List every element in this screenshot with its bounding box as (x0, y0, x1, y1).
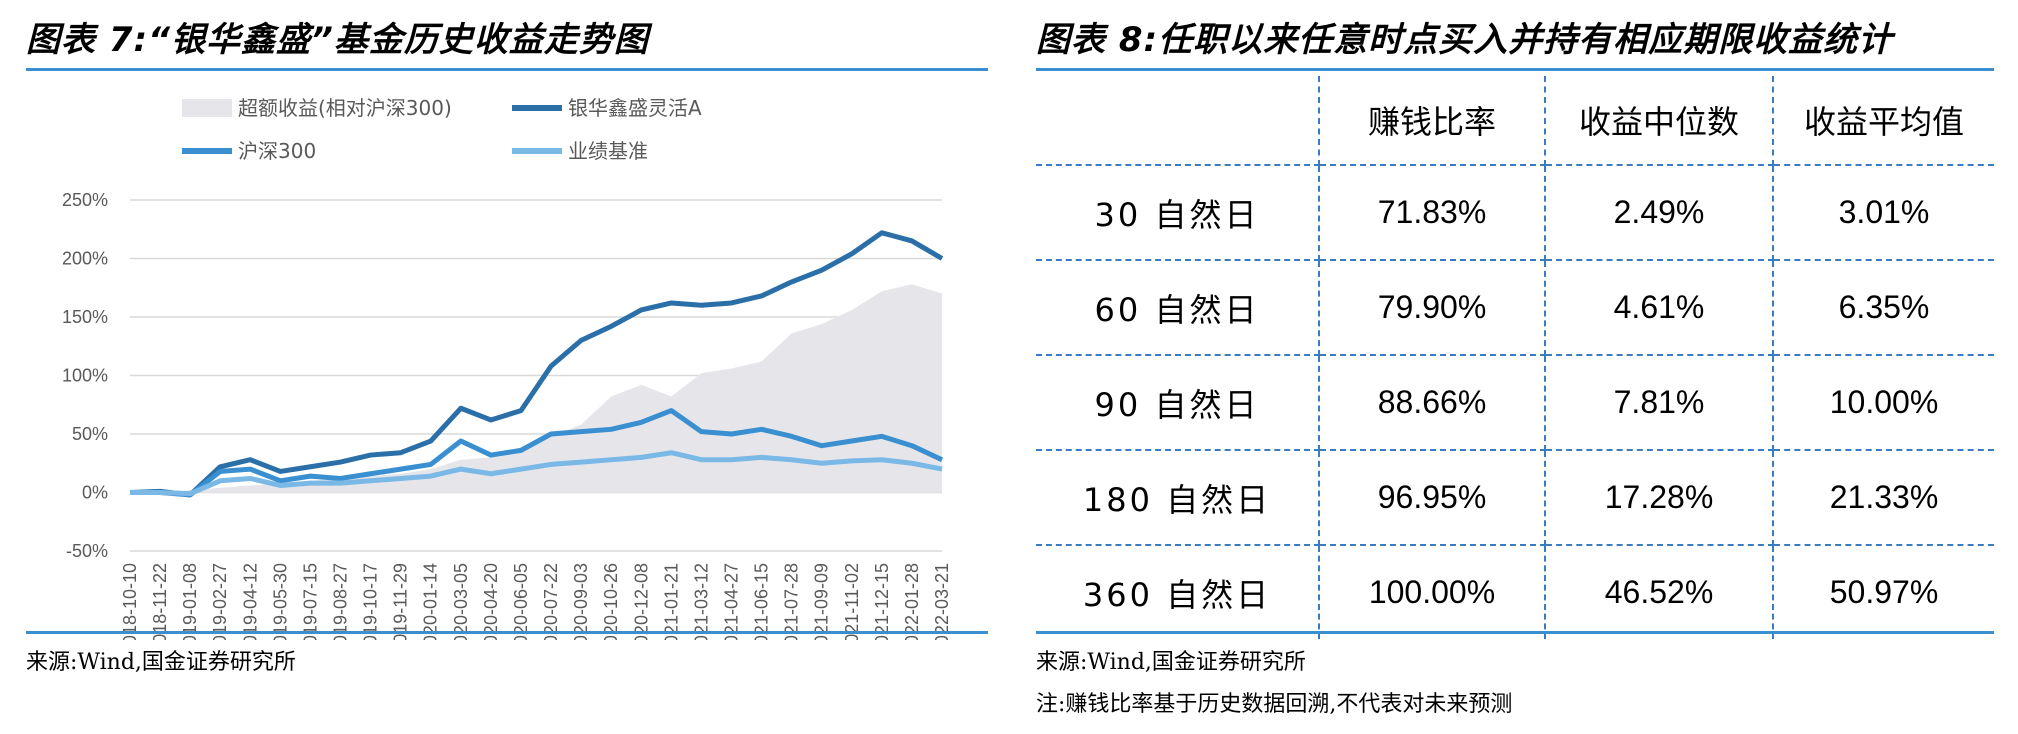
x-tick-label: 2019-02-27 (210, 563, 230, 640)
table-cell: 71.83% (1318, 164, 1546, 261)
fund-return-chart: -50% 0% 50% 100% 150% 200% 250% 2018-10-10 2018-… (62, 96, 952, 640)
x-tick-label: 2020-06-05 (511, 563, 531, 640)
x-tick-label: 2019-08-27 (331, 563, 351, 640)
x-tick-label: 2021-09-09 (812, 563, 832, 640)
x-tick-label: 2022-01-28 (902, 563, 922, 640)
header-cell: 收益平均值 (1772, 76, 1994, 166)
x-tick-label: 2019-01-08 (180, 563, 200, 640)
x-tick-label: 2021-12-15 (872, 563, 892, 640)
table-cell: 10.00% (1772, 354, 1994, 451)
table-row: 180 自然日 96.95% 17.28% 21.33% (1036, 449, 1994, 546)
series-line-a (129, 230, 944, 498)
x-tick-label: 2020-10-26 (601, 563, 621, 640)
x-tick-label: 2020-12-08 (631, 563, 651, 640)
series-line- (130, 450, 943, 497)
x-tick-label: 2019-04-12 (240, 563, 260, 640)
table-cell: 96.95% (1318, 449, 1546, 546)
right-note: 注:赚钱比率基于历史数据回溯,不代表对未来预测 (1036, 692, 1513, 717)
y-tick-label: 0% (82, 483, 108, 503)
series-line-300 (130, 408, 944, 498)
x-tick-label: 2018-11-22 (150, 563, 170, 640)
right-source: 来源:Wind,国金证券研究所 (1036, 650, 1306, 675)
table-cell: 2.49% (1544, 164, 1774, 261)
x-tick-label: 2019-11-29 (391, 563, 411, 640)
y-tick-label: 100% (62, 366, 108, 386)
table-header-row: 赚钱比率 收益中位数 收益平均值 (1036, 76, 1994, 166)
x-tick-label: 2020-07-22 (541, 563, 561, 640)
x-tick-label: 2019-10-17 (361, 563, 381, 640)
x-tick-label: 2021-06-15 (752, 563, 772, 640)
legend-label: 沪深300 (238, 139, 316, 163)
header-cell: 收益中位数 (1544, 76, 1774, 166)
table-cell: 79.90% (1318, 259, 1546, 356)
return-stats-table: 赚钱比率 收益中位数 收益平均值 30 自然日 71.83% 2.49% 3.0… (1036, 76, 1994, 639)
table-row: 30 自然日 71.83% 2.49% 3.01% (1036, 164, 1994, 261)
table-cell: 17.28% (1544, 449, 1774, 546)
x-tick-label: 2018-10-10 (120, 563, 140, 640)
row-label: 60 自然日 (1036, 259, 1320, 356)
left-title-rule (26, 68, 988, 71)
y-tick-label: 50% (72, 424, 108, 444)
header-cell (1036, 76, 1320, 166)
table-row: 60 自然日 79.90% 4.61% 6.35% (1036, 259, 1994, 356)
right-bottom-rule (1036, 631, 1994, 634)
table-cell: 46.52% (1544, 544, 1774, 639)
x-tick-label: 2019-07-15 (300, 563, 320, 640)
legend-label: 超额收益(相对沪深300) (238, 96, 452, 120)
right-table-title: 图表 8:任职以来任意时点买入并持有相应期限收益统计 (1036, 20, 1894, 60)
table-row: 90 自然日 88.66% 7.81% 10.00% (1036, 354, 1994, 451)
row-label: 30 自然日 (1036, 164, 1320, 261)
table-cell: 21.33% (1772, 449, 1994, 546)
header-cell: 赚钱比率 (1318, 76, 1546, 166)
x-tick-label: 2020-03-05 (451, 563, 471, 640)
x-tick-label: 2021-01-21 (661, 563, 681, 640)
x-tick-label: 2020-01-14 (421, 563, 441, 640)
left-bottom-rule (26, 631, 988, 634)
legend-swatch (182, 99, 232, 117)
legend-label: 业绩基准 (568, 139, 648, 163)
right-title-rule (1036, 68, 1994, 71)
x-tick-label: 2021-11-02 (842, 563, 862, 640)
x-tick-label: 2021-04-27 (721, 563, 741, 640)
y-tick-label: 250% (62, 190, 108, 210)
x-tick-label: 2020-09-03 (571, 563, 591, 640)
left-source: 来源:Wind,国金证券研究所 (26, 650, 296, 675)
table-row: 360 自然日 100.00% 46.52% 50.97% (1036, 544, 1994, 639)
x-tick-label: 2021-03-12 (691, 563, 711, 640)
table-cell: 88.66% (1318, 354, 1546, 451)
table-cell: 100.00% (1318, 544, 1546, 639)
row-label: 180 自然日 (1036, 449, 1320, 546)
row-label: 90 自然日 (1036, 354, 1320, 451)
x-tick-label: 2020-04-20 (481, 563, 501, 640)
left-chart-title: 图表 7:“银华鑫盛”基金历史收益走势图 (26, 20, 649, 60)
y-tick-label: 150% (62, 307, 108, 327)
x-tick-label: 2022-03-21 (932, 563, 952, 640)
excess-return-area (130, 284, 942, 494)
y-tick-label: -50% (66, 541, 108, 561)
table-cell: 3.01% (1772, 164, 1994, 261)
x-tick-label: 2019-05-30 (270, 563, 290, 640)
row-label: 360 自然日 (1036, 544, 1320, 639)
table-cell: 6.35% (1772, 259, 1994, 356)
y-tick-label: 200% (62, 249, 108, 269)
table-cell: 7.81% (1544, 354, 1774, 451)
table-cell: 4.61% (1544, 259, 1774, 356)
x-tick-label: 2021-07-28 (782, 563, 802, 640)
table-cell: 50.97% (1772, 544, 1994, 639)
legend-label: 银华鑫盛灵活A (568, 96, 702, 120)
